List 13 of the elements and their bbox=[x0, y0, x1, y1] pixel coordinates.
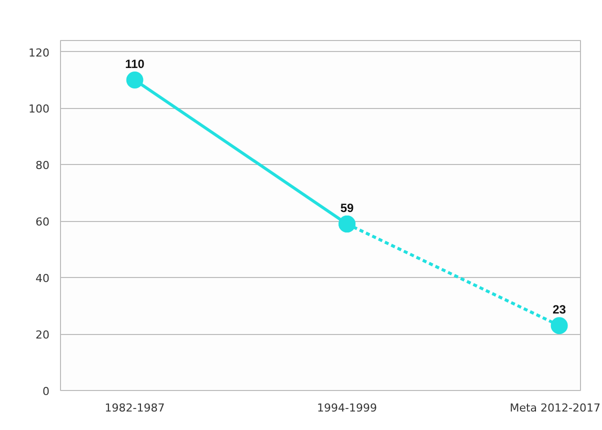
y-tick-label: 20 bbox=[36, 328, 50, 342]
y-tick-label: 120 bbox=[28, 46, 50, 60]
y-tick-label: 100 bbox=[28, 102, 50, 116]
y-tick-label: 40 bbox=[36, 272, 50, 286]
data-label: 23 bbox=[552, 302, 566, 317]
x-tick-label: 1982-1987 bbox=[104, 402, 165, 414]
x-tick-label: Meta 2012-2017 bbox=[510, 402, 601, 414]
x-tick-label: 1994-1999 bbox=[317, 402, 378, 414]
data-label: 59 bbox=[340, 200, 354, 215]
y-tick-label: 80 bbox=[36, 159, 50, 172]
data-label: 110 bbox=[125, 57, 145, 72]
y-tick-label: 60 bbox=[36, 216, 50, 229]
y-tick-label: 0 bbox=[42, 385, 50, 398]
